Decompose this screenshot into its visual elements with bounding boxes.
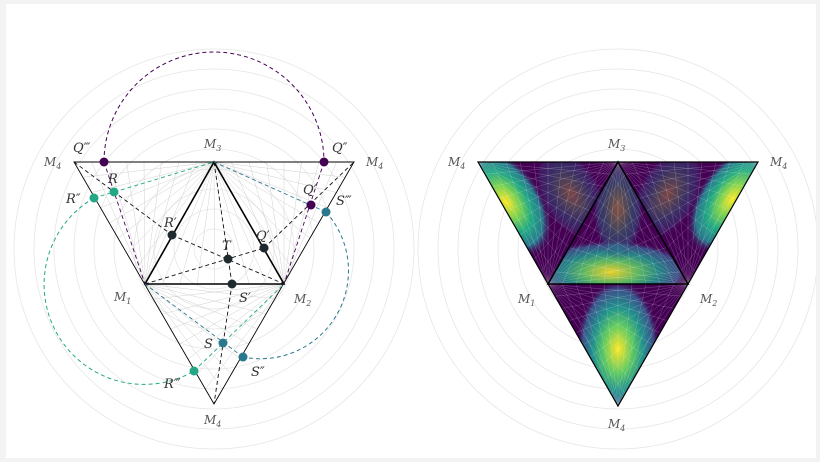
label-s-prime: S′ bbox=[239, 291, 251, 306]
purple-dashed-line-left bbox=[103, 161, 146, 285]
heatmap-inner-triangle bbox=[546, 160, 690, 285]
vertex-label-m2: M2 bbox=[293, 292, 311, 308]
left-panel-net-diagram: M3 M4 M4 M1 M2 M4 Q‴ Q″ Q′ R R″ R‴ S‴ S″… bbox=[13, 48, 415, 450]
right-vertex-label-m1: M1 bbox=[517, 292, 535, 308]
point-s-tprime bbox=[321, 207, 331, 217]
point-q-dprime bbox=[319, 157, 329, 167]
net-inner-triangle bbox=[143, 160, 286, 285]
label-s: S bbox=[204, 337, 213, 352]
vertex-label-m1: M1 bbox=[113, 290, 131, 306]
point-s-prime bbox=[227, 279, 237, 289]
point-r-dprime bbox=[89, 193, 99, 203]
point-r bbox=[109, 187, 119, 197]
point-s bbox=[218, 338, 228, 348]
heatmap-mesh-lines bbox=[477, 161, 759, 407]
point-q-prime bbox=[259, 243, 269, 253]
point-q-tprime bbox=[99, 157, 109, 167]
black-dashed-lines bbox=[73, 161, 355, 405]
label-s-dprime: S″ bbox=[251, 365, 265, 380]
label-r-dprime: R″ bbox=[65, 192, 81, 207]
label-s-tprime: S‴ bbox=[336, 194, 352, 209]
label-q-tprime: Q‴ bbox=[73, 141, 91, 156]
label-q-prime: Q′ bbox=[256, 229, 270, 244]
right-vertex-label-m3: M3 bbox=[607, 137, 625, 153]
vertex-label-m3: M3 bbox=[203, 137, 221, 153]
point-r-tprime bbox=[189, 366, 199, 376]
label-q-dprime: Q″ bbox=[332, 141, 348, 156]
label-t: T bbox=[222, 239, 232, 254]
fold-guide-lines bbox=[82, 161, 346, 390]
label-q: Q′ bbox=[303, 183, 317, 198]
right-panel-heatmap: M3 M4 M4 M1 M2 M4 bbox=[417, 48, 816, 450]
figure: M3 M4 M4 M1 M2 M4 Q‴ Q″ Q′ R R″ R‴ S‴ S″… bbox=[6, 4, 816, 458]
point-r-prime bbox=[167, 230, 177, 240]
purple-dashed-arc bbox=[103, 51, 325, 163]
right-vertex-label-m4-bottom: M4 bbox=[607, 417, 625, 433]
label-r-prime: R′ bbox=[163, 216, 177, 231]
vertex-label-m4-right: M4 bbox=[365, 155, 383, 171]
point-t bbox=[223, 254, 233, 264]
purple-dashed-line-right bbox=[283, 161, 325, 285]
right-vertex-label-m4-right: M4 bbox=[769, 155, 787, 171]
green-dashed-arc bbox=[43, 197, 195, 385]
label-r: R bbox=[107, 172, 118, 187]
teal-dashed-line-bottom bbox=[144, 283, 244, 358]
point-s-dprime bbox=[238, 352, 248, 362]
teal-dashed-arc bbox=[242, 211, 349, 360]
right-vertex-label-m4-left: M4 bbox=[447, 155, 465, 171]
label-r-tprime: R‴ bbox=[163, 377, 181, 392]
vertex-label-m4-left: M4 bbox=[43, 155, 61, 171]
point-q bbox=[306, 200, 316, 210]
vertex-label-m4-bottom: M4 bbox=[203, 413, 221, 429]
right-vertex-label-m2: M2 bbox=[699, 292, 717, 308]
